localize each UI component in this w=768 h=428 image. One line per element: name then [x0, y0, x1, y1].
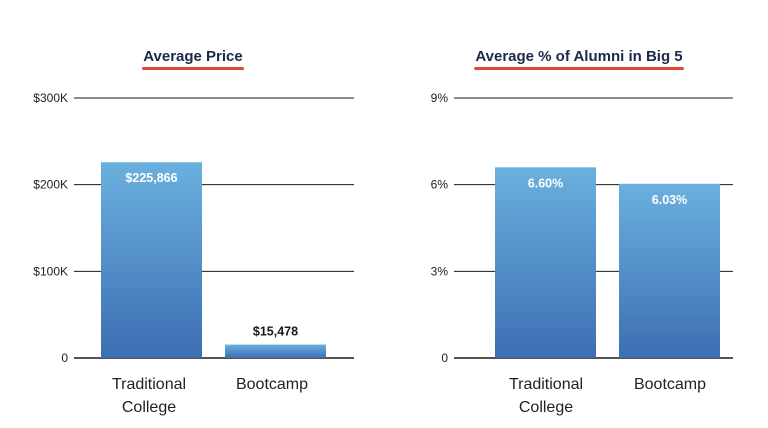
chart-1-category-label: Bootcamp [236, 376, 308, 393]
chart-2-data-label: 6.03% [652, 193, 687, 207]
chart-1-title: Average Price [143, 48, 243, 65]
chart-1-title-underline [142, 67, 244, 70]
chart-2-ytick-label: 3% [431, 264, 449, 278]
chart-2-bar [495, 167, 596, 358]
chart-2-bar [619, 183, 720, 358]
chart-1-ytick-label: $200K [33, 178, 68, 192]
chart-2-category-label: Traditional [509, 376, 583, 393]
chart-2-title: Average % of Alumni in Big 5 [475, 48, 682, 65]
chart-1-ytick-label: $300K [33, 91, 68, 105]
chart-2-title-underline [474, 67, 684, 70]
chart-1-ytick-label: $100K [33, 264, 68, 278]
chart-2-category-label: College [519, 399, 573, 416]
chart-1-bar [101, 162, 202, 358]
chart-2-ytick-label: 6% [431, 178, 449, 192]
chart-1-data-label: $225,866 [125, 171, 177, 185]
chart-2-data-label: 6.60% [528, 176, 563, 190]
chart-1-category-label: Traditional [112, 376, 186, 393]
chart-1-data-label: $15,478 [253, 325, 298, 339]
chart-2-ytick-label: 9% [431, 91, 449, 105]
chart-1-ytick-label: 0 [61, 351, 68, 365]
chart-2-ytick-label: 0 [441, 351, 448, 365]
chart-1-category-label: College [122, 399, 176, 416]
chart-2-category-label: Bootcamp [634, 376, 706, 393]
chart-1-bar [225, 344, 326, 358]
